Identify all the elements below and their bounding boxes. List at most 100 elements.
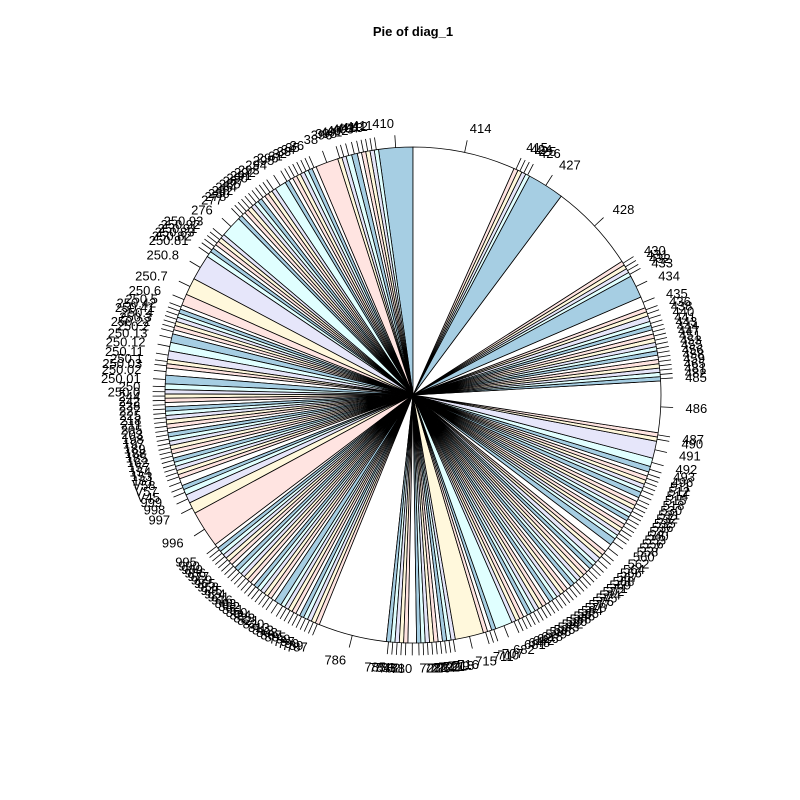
pie-tick-727 — [422, 642, 425, 656]
pie-tick-402 — [351, 141, 355, 155]
pie-tick-250.83 — [204, 238, 215, 247]
pie-label-882: 882 — [218, 599, 240, 614]
pie-tick-424 — [519, 159, 526, 172]
pie-label-426: 426 — [539, 146, 561, 161]
pie-tick-227 — [152, 408, 166, 411]
pie-tick-154 — [162, 464, 176, 469]
pie-tick-586 — [558, 595, 567, 606]
pie-tick-560 — [612, 541, 624, 550]
pie-label-553: 553 — [644, 532, 666, 547]
pie-label-560: 560 — [633, 549, 655, 564]
pie-label-414: 414 — [470, 121, 492, 136]
pie-label-188: 188 — [125, 446, 147, 461]
pie-label-V45: V45 — [137, 490, 160, 505]
pie-tick-250.22 — [162, 323, 175, 329]
pie-label-568: 568 — [613, 574, 635, 589]
pie-label-250.5: 250.5 — [125, 291, 158, 306]
pie-tick-682 — [503, 625, 509, 638]
pie-label-572: 572 — [603, 584, 625, 599]
pie-tick-783 — [395, 642, 398, 655]
pie-tick-718 — [448, 640, 452, 653]
pie-label-823: 823 — [233, 610, 255, 625]
pie-tick-790 — [303, 620, 310, 632]
pie-tick-569 — [591, 566, 601, 577]
pie-label-427: 427 — [559, 158, 581, 173]
pie-tick-574 — [581, 575, 592, 586]
pie-label-V58: V58 — [132, 478, 155, 493]
pie-label-402: 402 — [327, 123, 349, 138]
pie-tick-413 — [365, 138, 369, 152]
pie-tick-443 — [651, 323, 664, 329]
pie-label-642: 642 — [533, 633, 555, 648]
pie-label-205: 205 — [121, 422, 143, 437]
pie-tick-722 — [435, 641, 438, 655]
pie-label-491: 491 — [679, 448, 701, 463]
pie-tick-648 — [517, 619, 524, 632]
pie-tick-824 — [258, 594, 267, 605]
pie-tick-453 — [655, 341, 669, 345]
pie-tick-487 — [657, 434, 671, 438]
pie-tick-427 — [545, 174, 553, 186]
pie-label-244: 244 — [118, 389, 140, 404]
pie-tick-296 — [284, 168, 292, 180]
pie-tick-808 — [283, 610, 291, 622]
pie-label-595: 595 — [554, 622, 576, 637]
pie-tick-567 — [597, 559, 608, 569]
pie-label-238: 238 — [119, 399, 141, 414]
pie-tick-250.42 — [167, 306, 180, 312]
pie-label-250.7: 250.7 — [135, 269, 168, 284]
pie-label-574: 574 — [599, 587, 621, 602]
pie-tick-412 — [369, 138, 373, 151]
pie-label-218: 218 — [120, 413, 142, 428]
pie-tick-726 — [427, 642, 429, 655]
pie-tick-250.13 — [159, 334, 172, 339]
pie-label-276: 276 — [191, 203, 213, 218]
pie-tick-786 — [348, 635, 353, 648]
pie-label-998: 998 — [144, 502, 166, 517]
pie-label-428: 428 — [613, 202, 635, 217]
pie-label-995: 995 — [175, 555, 197, 570]
pie-tick-986 — [215, 556, 226, 565]
pie-label-569: 569 — [609, 577, 631, 592]
pie-tick-444 — [652, 328, 665, 333]
pie-tick-250.92 — [209, 231, 220, 240]
pie-tick-514 — [643, 485, 656, 492]
pie-label-415: 415 — [526, 140, 548, 155]
pie-tick-292 — [262, 181, 271, 193]
pie-tick-404 — [360, 139, 364, 153]
pie-tick-576 — [575, 581, 585, 592]
pie-label-250.91: 250.91 — [158, 221, 198, 236]
pie-label-990: 990 — [178, 558, 200, 573]
pie-tick-592 — [547, 602, 556, 614]
pie-tick-711 — [485, 632, 490, 645]
pie-tick-490 — [656, 438, 670, 442]
pie-label-447: 447 — [678, 323, 700, 338]
pie-label-277: 277 — [201, 192, 223, 207]
pie-tick-198 — [155, 434, 169, 438]
pie-tick-451 — [654, 337, 668, 341]
pie-label-782: 782 — [379, 661, 401, 676]
pie-label-514: 514 — [667, 488, 689, 503]
pie-tick-V58 — [167, 476, 180, 482]
pie-tick-189 — [157, 443, 170, 447]
pie-tick-945 — [230, 571, 240, 582]
pie-tick-157 — [161, 459, 174, 464]
pie-tick-850 — [254, 591, 263, 603]
pie-tick-36 — [308, 156, 315, 168]
pie-tick-151 — [165, 472, 178, 477]
pie-tick-250.2 — [161, 328, 174, 333]
pie-label-153: 153 — [131, 469, 153, 484]
pie-label-151: 151 — [132, 474, 154, 489]
pie-tick-851 — [251, 589, 260, 600]
pie-label-296: 296 — [257, 151, 279, 166]
pie-tick-153 — [164, 468, 177, 473]
pie-label-436: 436 — [669, 294, 691, 309]
pie-tick-556 — [620, 529, 632, 537]
pie-label-292: 292 — [234, 165, 256, 180]
pie-label-710: 710 — [497, 647, 519, 662]
pie-label-443: 443 — [676, 314, 698, 329]
pie-tick-250.3 — [163, 319, 176, 324]
pie-label-492: 492 — [676, 462, 698, 477]
pie-label-411: 411 — [352, 118, 373, 133]
pie-label-404: 404 — [337, 121, 359, 136]
